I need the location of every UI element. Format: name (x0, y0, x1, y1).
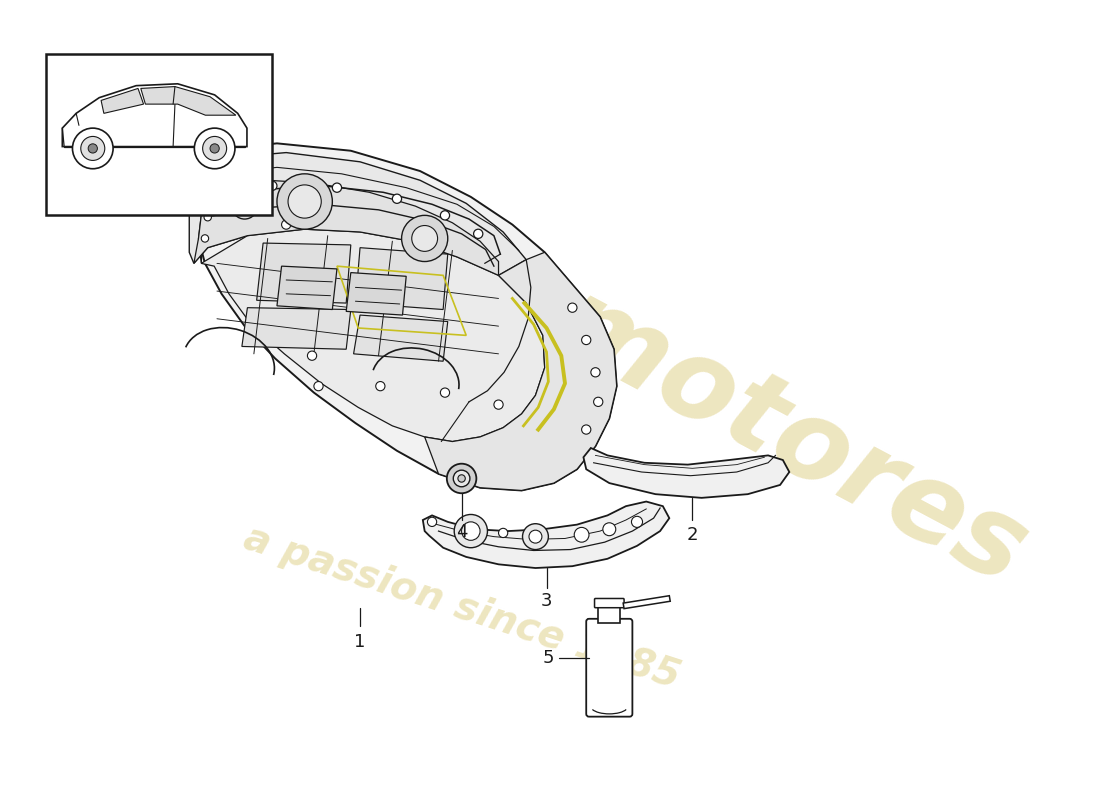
Polygon shape (201, 230, 544, 442)
Circle shape (462, 522, 480, 540)
FancyBboxPatch shape (586, 618, 632, 717)
Polygon shape (425, 252, 617, 490)
Circle shape (195, 128, 235, 169)
Circle shape (454, 514, 487, 548)
Text: a passion since 1985: a passion since 1985 (239, 519, 684, 696)
Circle shape (282, 220, 290, 230)
Text: 3: 3 (541, 592, 552, 610)
Polygon shape (355, 248, 448, 310)
Circle shape (376, 382, 385, 390)
Circle shape (498, 528, 508, 538)
Circle shape (217, 190, 227, 200)
Circle shape (402, 215, 448, 262)
Text: 2: 2 (686, 526, 698, 545)
FancyBboxPatch shape (46, 54, 273, 215)
Polygon shape (353, 315, 448, 362)
Circle shape (440, 210, 450, 220)
Circle shape (307, 351, 317, 360)
Circle shape (603, 522, 616, 536)
Circle shape (582, 335, 591, 345)
Circle shape (447, 464, 476, 494)
Polygon shape (141, 86, 235, 115)
Polygon shape (189, 153, 526, 275)
Circle shape (393, 194, 402, 203)
Circle shape (458, 474, 465, 482)
Text: 4: 4 (455, 522, 468, 541)
Polygon shape (277, 266, 337, 310)
Polygon shape (198, 198, 208, 263)
Circle shape (267, 182, 277, 190)
Polygon shape (346, 273, 406, 315)
Circle shape (204, 214, 211, 221)
Polygon shape (180, 143, 617, 490)
Circle shape (582, 425, 591, 434)
Polygon shape (242, 308, 351, 350)
Circle shape (574, 527, 589, 542)
Circle shape (474, 230, 483, 238)
Circle shape (411, 226, 438, 251)
Circle shape (440, 388, 450, 398)
Circle shape (594, 398, 603, 406)
Circle shape (332, 183, 342, 192)
Text: 1: 1 (354, 633, 365, 650)
Circle shape (277, 174, 332, 230)
Circle shape (631, 516, 642, 527)
Circle shape (494, 400, 503, 410)
Circle shape (288, 185, 321, 218)
Polygon shape (583, 448, 790, 498)
Circle shape (238, 198, 252, 214)
Circle shape (314, 382, 323, 390)
Polygon shape (422, 502, 669, 568)
Text: euromotores: euromotores (285, 137, 1045, 608)
Circle shape (80, 137, 104, 161)
Circle shape (453, 470, 470, 486)
FancyBboxPatch shape (594, 598, 624, 608)
Circle shape (202, 137, 227, 161)
Polygon shape (256, 243, 351, 303)
Circle shape (88, 144, 98, 153)
Polygon shape (63, 84, 248, 146)
Circle shape (73, 128, 113, 169)
Text: 5: 5 (542, 650, 554, 667)
Circle shape (568, 303, 578, 312)
Circle shape (210, 144, 219, 153)
Circle shape (201, 234, 209, 242)
Polygon shape (204, 165, 240, 197)
Circle shape (591, 368, 601, 377)
Circle shape (428, 518, 437, 526)
Circle shape (232, 194, 257, 219)
Polygon shape (101, 89, 144, 114)
FancyBboxPatch shape (598, 606, 620, 623)
Circle shape (529, 530, 542, 543)
Circle shape (522, 524, 549, 550)
Polygon shape (194, 180, 498, 275)
Polygon shape (624, 596, 670, 609)
